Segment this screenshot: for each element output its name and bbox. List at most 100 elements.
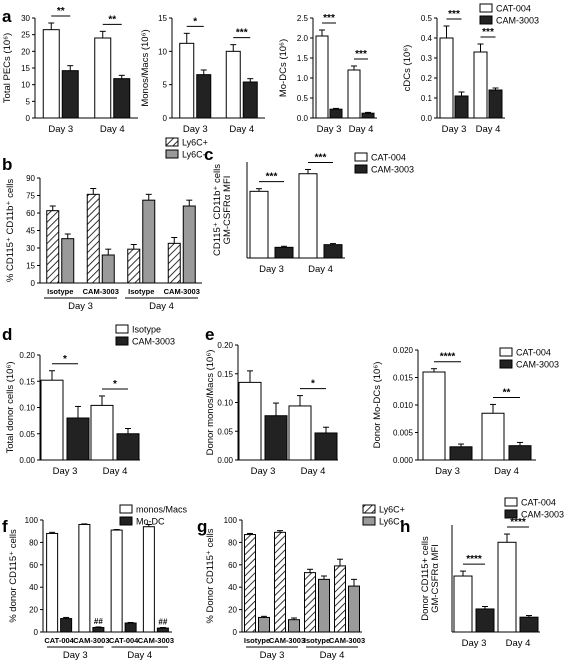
legend-swatch bbox=[119, 504, 133, 514]
bar bbox=[314, 432, 338, 461]
bar bbox=[90, 404, 114, 461]
y-tick-label: 0.05 bbox=[19, 430, 35, 439]
legend-label: Mo-DC bbox=[136, 517, 165, 527]
panel-label: a bbox=[2, 7, 12, 26]
significance-label: **** bbox=[510, 517, 526, 528]
bar bbox=[481, 412, 505, 461]
chart-panel-5: b 0 15 30 45 60 75 90 % CD115⁺ CD11b⁺ cells Isoty… bbox=[2, 137, 208, 312]
x-tick-label: Day 4 bbox=[308, 264, 333, 275]
chart-panel-11: g 0 20 40 60 80 100 % Donor CD115⁺ cells Isotype… bbox=[197, 504, 405, 661]
y-tick-label: 75 bbox=[26, 192, 35, 201]
y-tick-label: 30 bbox=[21, 14, 30, 23]
bar bbox=[101, 254, 115, 284]
chart-panel-1: a 0 5 10 15 20 25 30 Total PECs (10⁶) Day 3 Day 4 *… bbox=[2, 6, 138, 135]
bar bbox=[113, 78, 131, 119]
bar bbox=[348, 585, 360, 633]
y-tick-label: 40 bbox=[29, 583, 38, 592]
bar bbox=[439, 37, 454, 119]
x-tick-label: Day 3 bbox=[53, 466, 78, 477]
legend-label: Isotype bbox=[132, 325, 161, 335]
significance-label: *** bbox=[266, 172, 278, 183]
y-tick-label: 20 bbox=[29, 606, 38, 615]
y-tick-label: 5 bbox=[26, 97, 31, 106]
bar bbox=[347, 69, 361, 119]
y-tick-label: 10 bbox=[158, 47, 167, 56]
y-tick-label: 0.15 bbox=[19, 377, 35, 386]
y-tick-label: 60 bbox=[228, 561, 237, 570]
bar bbox=[46, 210, 60, 284]
significance-label: *** bbox=[482, 27, 494, 38]
chart-panel-3: 0.0 0.5 1.0 1.5 2.0 2.5 Mo-DCs (10⁶) Day 3 Day 4… bbox=[278, 13, 377, 135]
y-tick-label: 0.3 bbox=[421, 54, 433, 63]
legend-label: CAT-004 bbox=[371, 153, 406, 163]
y-tick-label: 60 bbox=[26, 209, 35, 218]
x-tick-label: Isotype bbox=[47, 287, 73, 296]
x-tick-label: CAM-3003 bbox=[138, 636, 174, 645]
significance-label: **** bbox=[440, 352, 456, 363]
y-tick-label: 0.10 bbox=[19, 404, 35, 413]
y-tick-label: 100 bbox=[224, 516, 238, 525]
x-tick-label: CAM-3003 bbox=[269, 636, 305, 645]
y-axis-label: Donor monos/Macs (10⁶) bbox=[205, 350, 216, 456]
y-tick-label: 0.000 bbox=[393, 456, 414, 465]
panel-label: f bbox=[2, 517, 8, 536]
significance-label: **** bbox=[466, 554, 482, 565]
y-axis-label: % CD115⁺ CD11b⁺ cells bbox=[5, 179, 16, 282]
y-tick-label: 20 bbox=[21, 47, 30, 56]
y-axis-label: Total donor cells (10⁶) bbox=[5, 361, 16, 453]
y-tick-label: 0.0 bbox=[297, 114, 309, 123]
x-tick-label: Day 4 bbox=[349, 124, 374, 135]
x-tick-label: Day 4 bbox=[506, 638, 531, 649]
y-axis-label: Donor CD115+ cells bbox=[420, 536, 431, 621]
bar bbox=[454, 95, 469, 119]
bar bbox=[318, 578, 330, 633]
y-axis-label: % Donor CD115⁺ cells bbox=[205, 528, 216, 623]
legend-label: CAT-004 bbox=[516, 348, 551, 358]
legend-label: CAM-3003 bbox=[496, 16, 539, 26]
y-axis-label: % donor CD115⁺ cells bbox=[8, 529, 19, 623]
significance-label: *** bbox=[323, 13, 335, 24]
x-tick-label: Day 4 bbox=[229, 124, 254, 135]
y-tick-label: 15 bbox=[26, 262, 35, 271]
panel-label: b bbox=[2, 155, 12, 174]
significance-label: *** bbox=[355, 49, 367, 60]
bar bbox=[196, 74, 212, 119]
y-tick-label: 0.020 bbox=[393, 346, 414, 355]
bar bbox=[94, 37, 112, 119]
y-axis-label: Total PECs (10⁶) bbox=[2, 33, 13, 103]
bar bbox=[179, 42, 195, 119]
bar bbox=[304, 572, 316, 633]
panel-label: g bbox=[197, 517, 207, 536]
bar bbox=[238, 381, 262, 461]
significance-label: *** bbox=[448, 9, 460, 20]
y-tick-label: 90 bbox=[26, 174, 35, 183]
y-tick-label: 80 bbox=[228, 538, 237, 547]
legend-swatch bbox=[479, 3, 493, 13]
legend-label: monos/Macs bbox=[136, 505, 188, 515]
bar bbox=[288, 405, 312, 461]
y-tick-label: 25 bbox=[21, 31, 30, 40]
bar bbox=[473, 51, 488, 119]
y-tick-label: 0.05 bbox=[217, 427, 233, 436]
x-tick-label: Day 4 bbox=[103, 466, 128, 477]
legend-label: CAT-004 bbox=[521, 498, 556, 508]
x-tick-label: Isotype bbox=[304, 636, 330, 645]
bar bbox=[244, 534, 256, 633]
y-tick-label: 1.5 bbox=[297, 54, 309, 63]
y-tick-label: 0.1 bbox=[421, 94, 433, 103]
panel-label: e bbox=[205, 325, 214, 344]
bar bbox=[92, 627, 105, 633]
y-tick-label: 2.5 bbox=[297, 14, 309, 23]
bar bbox=[361, 112, 375, 119]
bar bbox=[156, 627, 169, 633]
bar bbox=[142, 199, 156, 284]
y-tick-label: 100 bbox=[25, 516, 39, 525]
significance-label: *** bbox=[315, 152, 327, 163]
legend-swatch bbox=[499, 347, 513, 357]
bar bbox=[329, 108, 343, 119]
y-axis-label: Donor Mo-DCs (10⁶) bbox=[372, 362, 383, 449]
legend-swatch bbox=[115, 336, 129, 346]
bar bbox=[508, 445, 532, 461]
bar bbox=[475, 608, 495, 633]
